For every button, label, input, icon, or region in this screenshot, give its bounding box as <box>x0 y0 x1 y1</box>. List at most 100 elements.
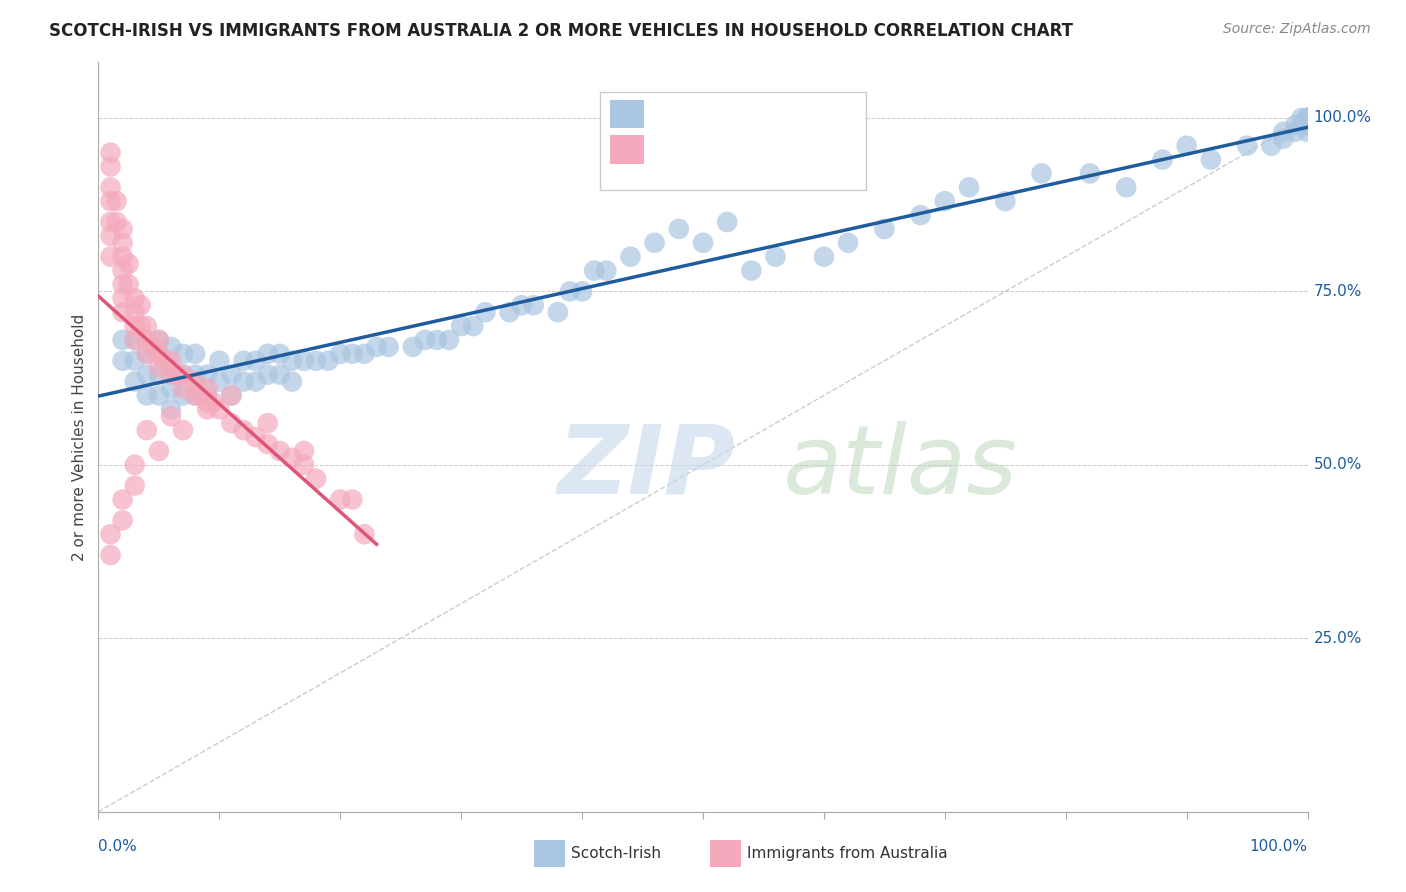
Point <box>195 368 218 382</box>
Point <box>450 319 472 334</box>
Point <box>111 263 134 277</box>
Point <box>256 437 278 451</box>
Point <box>245 430 267 444</box>
Point <box>142 340 165 354</box>
Y-axis label: 2 or more Vehicles in Household: 2 or more Vehicles in Household <box>72 313 87 561</box>
Point <box>619 250 641 264</box>
FancyBboxPatch shape <box>610 135 644 163</box>
Point <box>208 353 231 368</box>
Point <box>208 375 231 389</box>
Point <box>135 347 157 361</box>
Point <box>1199 153 1222 167</box>
Text: Scotch-Irish: Scotch-Irish <box>571 847 661 861</box>
Text: N = 97: N = 97 <box>776 104 849 124</box>
Point <box>316 353 339 368</box>
Point <box>957 180 980 194</box>
Point <box>437 333 460 347</box>
Point <box>172 347 194 361</box>
Point <box>100 548 122 562</box>
Point <box>105 194 128 209</box>
Point <box>547 305 569 319</box>
Point <box>571 285 593 299</box>
Text: 25.0%: 25.0% <box>1313 631 1362 646</box>
Point <box>583 263 606 277</box>
Point <box>873 222 896 236</box>
Point <box>160 360 183 375</box>
Point <box>1260 138 1282 153</box>
Point <box>148 333 170 347</box>
Point <box>342 347 364 361</box>
Text: Source: ZipAtlas.com: Source: ZipAtlas.com <box>1223 22 1371 37</box>
Point <box>172 368 194 382</box>
Point <box>111 291 134 305</box>
Point <box>1031 166 1053 180</box>
Text: atlas: atlas <box>782 420 1017 514</box>
Point <box>269 444 291 458</box>
Point <box>292 458 315 472</box>
Point <box>426 333 449 347</box>
Point <box>692 235 714 250</box>
Point <box>1296 111 1319 125</box>
Point <box>292 353 315 368</box>
Point <box>184 388 207 402</box>
Point <box>111 333 134 347</box>
Point <box>523 298 546 312</box>
Point <box>172 388 194 402</box>
Text: SCOTCH-IRISH VS IMMIGRANTS FROM AUSTRALIA 2 OR MORE VEHICLES IN HOUSEHOLD CORREL: SCOTCH-IRISH VS IMMIGRANTS FROM AUSTRALI… <box>49 22 1073 40</box>
Point <box>256 347 278 361</box>
Point <box>111 513 134 527</box>
Point <box>111 492 134 507</box>
Point <box>124 291 146 305</box>
Point <box>100 194 122 209</box>
Point <box>129 319 152 334</box>
Point <box>1296 111 1319 125</box>
Point <box>195 382 218 396</box>
Point <box>232 375 254 389</box>
Point <box>281 375 304 389</box>
Point <box>208 402 231 417</box>
Point <box>148 388 170 402</box>
Point <box>124 458 146 472</box>
Text: R = 0.332: R = 0.332 <box>654 140 759 159</box>
Point <box>100 228 122 243</box>
Point <box>100 160 122 174</box>
Point <box>232 353 254 368</box>
Point <box>184 368 207 382</box>
Point <box>100 215 122 229</box>
Point <box>135 388 157 402</box>
Point <box>124 333 146 347</box>
Point <box>765 250 787 264</box>
Text: R = 0.604: R = 0.604 <box>654 104 759 124</box>
Point <box>1284 125 1306 139</box>
Point <box>100 145 122 160</box>
Point <box>195 402 218 417</box>
Point <box>740 263 762 277</box>
Point <box>172 382 194 396</box>
Point <box>148 360 170 375</box>
Point <box>160 382 183 396</box>
Point <box>221 388 243 402</box>
Point <box>281 450 304 465</box>
Point <box>269 368 291 382</box>
Point <box>837 235 859 250</box>
Text: 100.0%: 100.0% <box>1250 839 1308 855</box>
Point <box>353 347 375 361</box>
Point <box>221 368 243 382</box>
Point <box>510 298 533 312</box>
Point <box>281 353 304 368</box>
Point <box>148 444 170 458</box>
Point <box>135 347 157 361</box>
Point <box>644 235 666 250</box>
Point <box>111 250 134 264</box>
Point <box>100 180 122 194</box>
Point <box>1296 111 1319 125</box>
Point <box>111 353 134 368</box>
Point <box>269 347 291 361</box>
Point <box>305 353 328 368</box>
Point <box>498 305 520 319</box>
Point <box>813 250 835 264</box>
Point <box>1272 132 1295 146</box>
Text: ZIP: ZIP <box>558 420 735 514</box>
Point <box>934 194 956 209</box>
Point <box>118 277 141 292</box>
